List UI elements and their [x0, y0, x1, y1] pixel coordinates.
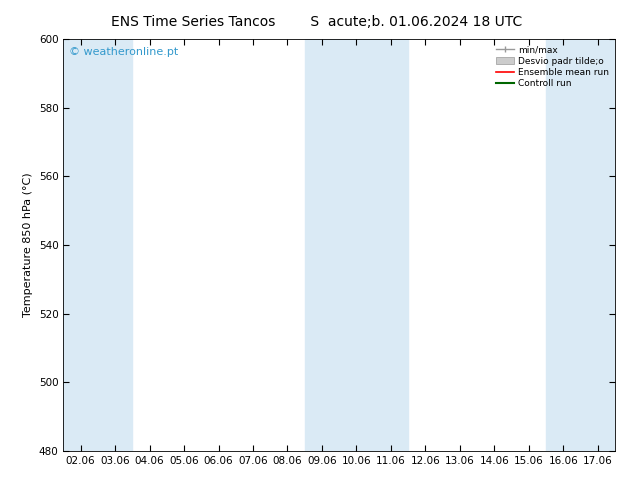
- Bar: [305, 39, 408, 451]
- Bar: [546, 39, 615, 451]
- Bar: [63, 39, 133, 451]
- Y-axis label: Temperature 850 hPa (°C): Temperature 850 hPa (°C): [23, 172, 33, 318]
- Text: ENS Time Series Tancos        S  acute;b. 01.06.2024 18 UTC: ENS Time Series Tancos S acute;b. 01.06.…: [112, 15, 522, 29]
- Legend: min/max, Desvio padr tilde;o, Ensemble mean run, Controll run: min/max, Desvio padr tilde;o, Ensemble m…: [494, 44, 611, 90]
- Text: © weatheronline.pt: © weatheronline.pt: [69, 48, 178, 57]
